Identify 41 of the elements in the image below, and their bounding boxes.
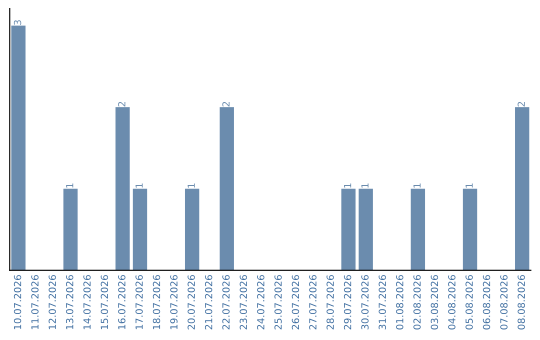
x-tick-label: 10.07.2026 [14,275,22,330]
x-tick-label: 20.07.2026 [188,275,195,330]
x-tick-label: 15.07.2026 [100,275,108,330]
x-tick-label: 08.08.2026 [518,275,525,330]
x-tick-label: 01.08.2026 [396,275,404,330]
x-tick-label: 29.07.2026 [344,275,352,330]
x-tick-label: 03.08.2026 [430,275,438,330]
x-tick-label: 24.07.2026 [257,275,264,330]
data-label: 1 [466,183,473,188]
data-label: 2 [222,102,230,106]
x-tick-label: 05.08.2026 [465,275,473,330]
data-label: 1 [188,183,195,188]
x-tick-label: 14.07.2026 [83,275,91,330]
x-tick-label: 22.07.2026 [222,275,230,330]
data-label: 2 [518,102,525,106]
x-tick-label: 06.08.2026 [482,275,490,330]
x-tick-label: 07.08.2026 [500,275,508,330]
x-tick-label: 27.07.2026 [309,275,317,330]
data-label: 1 [136,183,143,188]
x-tick-label: 23.07.2026 [240,275,248,330]
x-tick-label: 18.07.2026 [152,275,160,330]
data-label: 2 [118,102,126,106]
x-tick-label: 13.07.2026 [66,275,74,330]
data-label: 1 [414,183,421,188]
x-tick-label: 11.07.2026 [31,275,39,330]
x-tick-label: 02.08.2026 [413,275,421,330]
data-label: 1 [66,183,74,188]
data-label: 1 [344,183,352,188]
x-tick-label: 26.07.2026 [292,275,300,330]
x-tick-label: 19.07.2026 [170,275,178,330]
x-tick-label: 30.07.2026 [361,275,369,330]
x-tick-label: 04.08.2026 [448,275,456,330]
x-tick-label: 16.07.2026 [118,275,126,330]
x-tick-label: 12.07.2026 [48,275,56,330]
data-label: 1 [361,183,368,188]
x-tick-label: 28.07.2026 [326,275,334,330]
x-tick-label: 31.07.2026 [378,275,386,330]
x-tick-label: 21.07.2026 [204,275,212,330]
data-label: 3 [14,20,22,25]
x-tick-label: 25.07.2026 [274,275,282,330]
x-tick-label: 17.07.2026 [135,275,143,330]
